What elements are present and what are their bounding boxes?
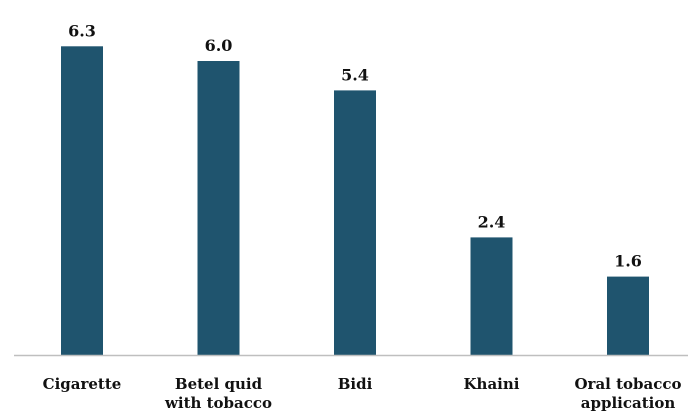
bars-group	[61, 46, 649, 356]
bar-2	[334, 90, 376, 356]
category-label-3: Khaini	[464, 375, 520, 393]
category-label-1: Betel quid with tobacco	[164, 375, 272, 412]
category-label-line: Cigarette	[43, 375, 122, 393]
data-label-4: 1.6	[614, 252, 642, 271]
category-label-line: Oral tobacco	[574, 375, 681, 393]
bar-1	[197, 61, 240, 355]
value-labels-group: 6.3 6.0 5.4 2.4 1.6	[68, 21, 642, 270]
data-label-1: 6.0	[205, 36, 233, 55]
bar-3	[470, 237, 513, 355]
category-label-0: Cigarette	[43, 375, 122, 393]
category-label-line: with tobacco	[164, 394, 272, 412]
bar-4	[607, 276, 649, 355]
category-labels-group: Cigarette Betel quid with tobacco Bidi Khain…	[43, 375, 682, 412]
category-label-line: Khaini	[464, 375, 520, 393]
bar-0	[61, 46, 103, 356]
category-label-2: Bidi	[338, 375, 373, 393]
category-label-line: application	[581, 394, 676, 412]
category-label-line: Bidi	[338, 375, 373, 393]
category-label-line: Betel quid	[175, 375, 263, 393]
category-label-4: Oral tobacco application	[574, 375, 681, 412]
data-label-0: 6.3	[68, 21, 96, 40]
data-label-2: 5.4	[341, 65, 369, 84]
data-label-3: 2.4	[478, 212, 506, 231]
